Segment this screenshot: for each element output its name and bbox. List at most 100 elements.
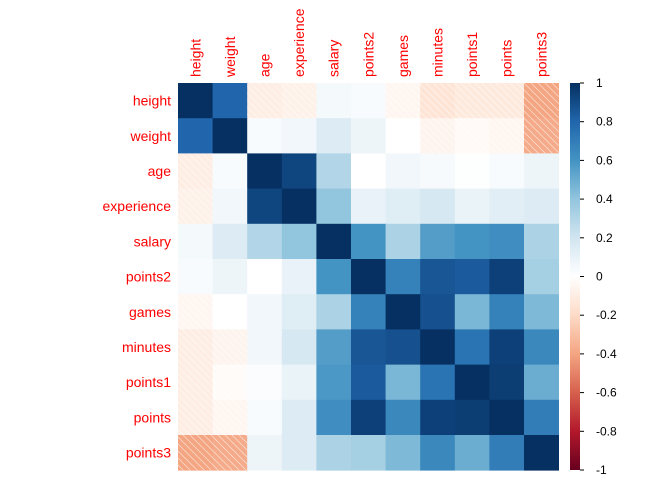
column-label-weight: weight: [222, 36, 238, 78]
heatmap-cell-points2-height: [178, 259, 213, 295]
heatmap-cell-games-points: [489, 294, 525, 330]
heatmap-cell-points-games: [385, 399, 421, 436]
heatmap-cell-points-points1: [454, 399, 490, 436]
negative-hatch-weight-points1: [454, 118, 490, 154]
negative-hatch-age-height: [178, 153, 213, 189]
heatmap-cell-points2-minutes: [420, 259, 456, 295]
column-labels: height weight age experience salary points2 ga…: [187, 8, 549, 78]
heatmap-cell-points1-points: [489, 364, 525, 401]
row-label-experience: experience: [103, 198, 172, 214]
heatmap-cell-salary-games: [385, 223, 421, 260]
negative-hatch-points-weight: [212, 399, 248, 435]
heatmap-cell-age-points3: [524, 153, 559, 189]
heatmap-cell-age-weight: [212, 153, 248, 189]
heatmap-cell-minutes-salary: [316, 329, 352, 365]
heatmap-cell-salary-minutes: [420, 223, 456, 260]
heatmap-cell-points-points3: [524, 399, 559, 436]
heatmap-cell-games-games: [385, 294, 421, 330]
heatmap-cell-points-points2: [351, 399, 386, 436]
heatmap-cell-points2-points2: [351, 259, 386, 295]
heatmap-cell-weight-weight: [212, 118, 248, 154]
negative-hatch-weight-minutes: [420, 118, 455, 154]
heatmap-cell-games-salary: [316, 294, 352, 330]
heatmap-cell-points3-games: [385, 435, 421, 471]
heatmap-cell-points2-points1: [454, 259, 490, 295]
column-label-experience: experience: [291, 8, 307, 77]
heatmap-cell-experience-points3: [524, 188, 559, 225]
heatmap-cell-points3-minutes: [420, 435, 456, 471]
heatmap-cell-minutes-points3: [524, 329, 559, 365]
colorbar-tick-label: 0: [596, 270, 603, 284]
heatmap-cell-age-salary: [316, 153, 352, 189]
colorbar-tick-label: 0.2: [596, 231, 613, 245]
colorbar-tick-label: -0.4: [596, 347, 617, 361]
column-label-points: points: [499, 40, 515, 77]
heatmap-cell-points2-salary: [316, 259, 352, 295]
column-label-minutes: minutes: [430, 28, 446, 77]
heatmap-cell-age-points1: [454, 153, 490, 189]
colorbar-gradient: [570, 83, 580, 470]
negative-hatch-points-height: [178, 399, 213, 435]
heatmap-cell-age-age: [247, 153, 283, 189]
heatmap-cell-games-points2: [351, 294, 386, 330]
row-label-points1: points1: [126, 374, 171, 390]
row-label-points2: points2: [126, 269, 171, 285]
row-label-minutes: minutes: [122, 339, 171, 355]
heatmap-cell-points2-points: [489, 259, 525, 295]
row-label-points: points: [134, 409, 171, 425]
heatmap-cell-salary-points: [489, 223, 525, 260]
negative-hatch-experience-height: [178, 188, 213, 224]
heatmap-cell-points3-points2: [351, 435, 386, 471]
heatmap-cell-points-points: [489, 399, 525, 436]
heatmap-cell-salary-height: [178, 223, 213, 260]
negative-hatch-points1-weight: [212, 364, 248, 400]
heatmap-cell-age-points: [489, 153, 525, 189]
heatmap-cell-weight-salary: [316, 118, 352, 154]
heatmap-cell-experience-minutes: [420, 188, 456, 225]
heatmap-cell-points-minutes: [420, 399, 456, 436]
heatmap-cell-games-points1: [454, 294, 490, 330]
colorbar-tick-label: -1: [596, 463, 607, 477]
heatmap-cell-points2-games: [385, 259, 421, 295]
heatmap-cell-points3-experience: [281, 435, 317, 471]
column-label-points2: points2: [360, 32, 376, 77]
negative-hatch-height-games: [385, 83, 421, 119]
column-label-salary: salary: [326, 40, 342, 77]
heatmap-cell-points1-points1: [454, 364, 490, 401]
negative-hatch-height-points3: [524, 83, 559, 119]
heatmap-cell-points1-minutes: [420, 364, 456, 401]
colorbar-tick-label: -0.2: [596, 308, 617, 322]
column-label-age: age: [257, 53, 273, 77]
heatmap-cell-age-points2: [351, 153, 386, 189]
heatmap-cell-points3-salary: [316, 435, 352, 471]
heatmap-cell-experience-points2: [351, 188, 386, 225]
negative-hatch-points3-weight: [212, 435, 248, 471]
negative-hatch-height-experience: [281, 83, 317, 119]
heatmap-cell-weight-experience: [281, 118, 317, 154]
negative-hatch-games-height: [178, 294, 213, 330]
heatmap-cell-salary-points1: [454, 223, 490, 260]
row-labels: height weight age experience salary points2 ga…: [103, 93, 172, 461]
negative-hatch-minutes-weight: [212, 329, 248, 365]
heatmap-cell-points3-age: [247, 435, 283, 471]
column-label-games: games: [395, 35, 411, 77]
colorbar-tick-label: 0.8: [596, 115, 613, 129]
negative-hatch-height-age: [247, 83, 282, 119]
column-label-height: height: [187, 39, 203, 77]
heatmap-cell-points3-points3: [524, 435, 559, 471]
heatmap-cell-points3-points1: [454, 435, 490, 471]
heatmap-cell-experience-age: [247, 188, 283, 225]
colorbar-tick-label: 0.4: [596, 192, 613, 206]
heatmap-cell-points-salary: [316, 399, 352, 436]
heatmap-cell-experience-points1: [454, 188, 490, 225]
negative-hatch-minutes-height: [178, 329, 213, 365]
heatmap-cell-points1-games: [385, 364, 421, 401]
heatmap-cell-games-age: [247, 294, 283, 330]
heatmap-cell-weight-height: [178, 118, 213, 154]
negative-hatch-height-points: [489, 83, 524, 119]
heatmap-cell-weight-games: [385, 118, 421, 154]
heatmap-cell-points2-weight: [212, 259, 248, 295]
heatmap-cell-points-age: [247, 399, 283, 436]
